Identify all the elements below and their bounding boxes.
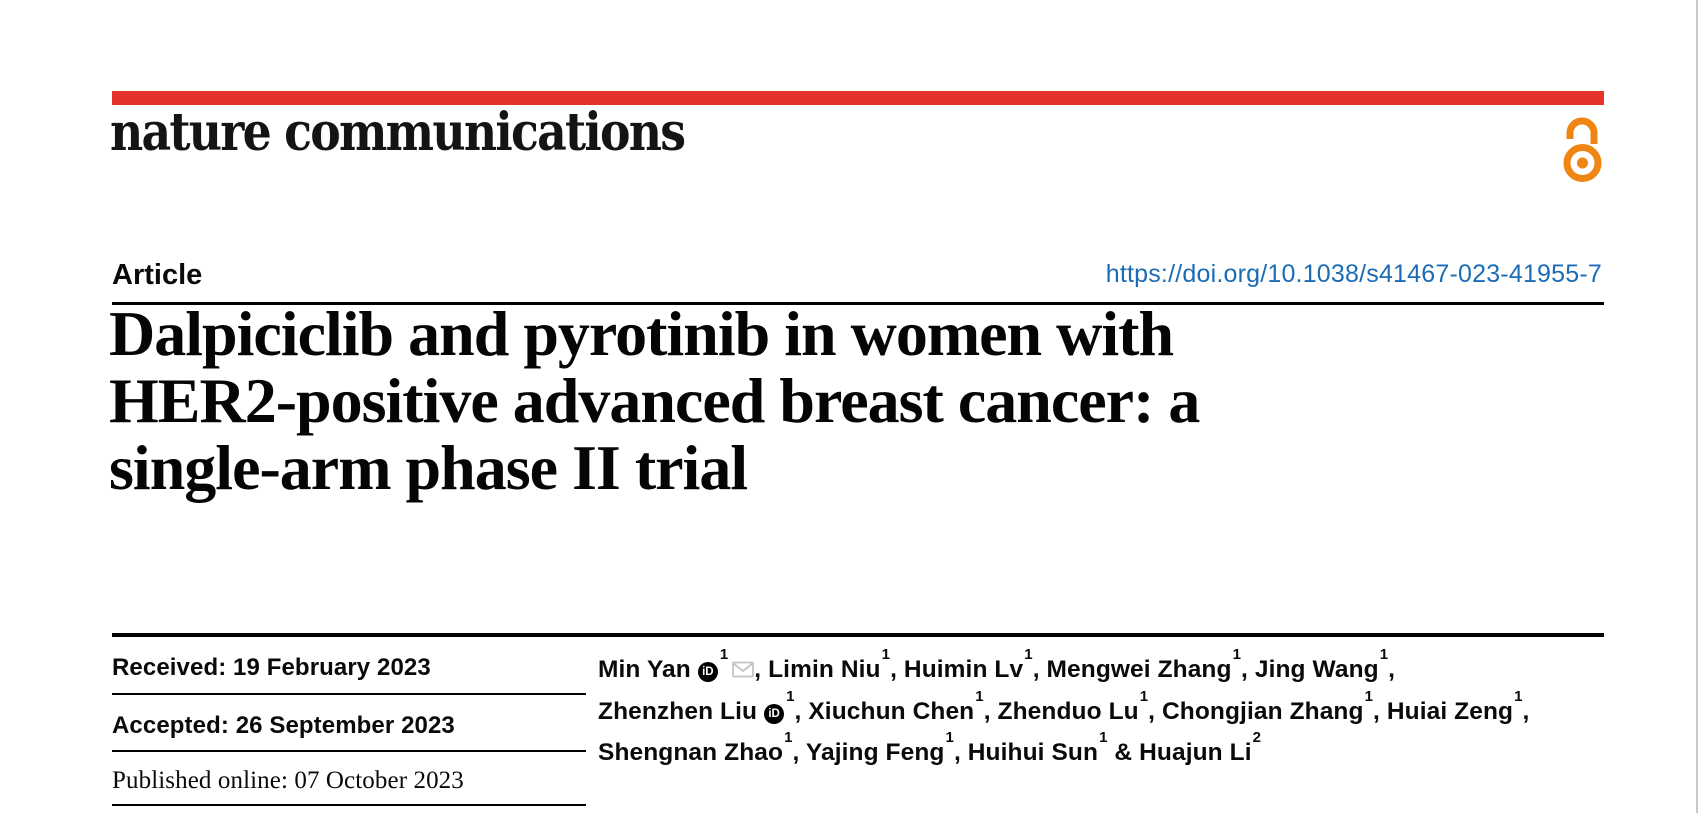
author-line: Min Yan iD1, Limin Niu1, Huimin Lv1, Meng… — [598, 646, 1618, 688]
author-affiliation-superscript: 1 — [1364, 687, 1374, 705]
author-separator: , — [1373, 697, 1387, 725]
author-affiliation-superscript: 1 — [719, 646, 729, 663]
author-line: Zhenzhen Liu iD1, Xiuchun Chen1, Zhenduo … — [598, 688, 1618, 730]
author-affiliation-superscript: 1 — [784, 729, 793, 747]
author-affiliation-superscript: 1 — [945, 729, 954, 747]
author-separator: , — [1148, 697, 1162, 725]
header-rule — [112, 302, 1604, 305]
author-name: Huihui Sun — [967, 739, 1099, 767]
author-separator: , — [792, 739, 806, 767]
author-name: Mengwei Zhang — [1046, 656, 1232, 684]
author-affiliation-superscript: 1 — [1139, 687, 1149, 705]
title-line: Dalpiciclib and pyrotinib in women with — [109, 298, 1174, 369]
author-list: Min Yan iD1, Limin Niu1, Huimin Lv1, Meng… — [598, 646, 1618, 771]
author-separator: & — [1107, 739, 1140, 767]
author-name: Huajun Li — [1139, 739, 1252, 767]
author-name: Huimin Lv — [903, 656, 1024, 684]
journal-logo: nature communications — [110, 102, 686, 163]
author-separator: , — [1522, 697, 1530, 725]
author-name: Yajing Feng — [805, 739, 945, 767]
author-affiliation-superscript: 1 — [1024, 646, 1033, 663]
author-affiliation-superscript: 1 — [975, 687, 984, 705]
author-name: Zhenduo Lu — [997, 697, 1139, 725]
orcid-icon[interactable]: iD — [764, 703, 785, 724]
author-affiliation-superscript: 1 — [1232, 646, 1242, 663]
email-envelope-icon[interactable] — [732, 661, 755, 678]
author-name: Limin Niu — [768, 656, 881, 684]
author-affiliation-superscript: 1 — [786, 687, 795, 705]
author-name: Shengnan Zhao — [598, 739, 784, 767]
article-type-label: Article — [112, 259, 203, 291]
author-affiliation-superscript: 1 — [1379, 646, 1389, 663]
author-separator: , — [890, 656, 904, 684]
author-name: Xiuchun Chen — [808, 697, 975, 725]
doi-link[interactable]: https://doi.org/10.1038/s41467-023-41955… — [1105, 260, 1602, 288]
author-affiliation-superscript: 1 — [1514, 687, 1523, 705]
article-title: Dalpiciclib and pyrotinib in women with H… — [109, 300, 1509, 501]
author-affiliation-superscript: 2 — [1252, 729, 1262, 747]
title-line: single-arm phase II trial — [109, 432, 748, 503]
author-name: Huiai Zeng — [1386, 697, 1514, 725]
author-separator: , — [794, 697, 809, 725]
published-date: Published online: 07 October 2023 — [112, 767, 464, 794]
author-separator: , — [983, 697, 998, 725]
dates-rule-2 — [112, 750, 586, 752]
masthead-red-bar — [112, 91, 1604, 105]
accepted-date: Accepted: 26 September 2023 — [112, 712, 455, 739]
author-separator: , — [953, 739, 968, 767]
page-edge-line — [1696, 0, 1698, 813]
author-name: Zhenzhen Liu — [598, 697, 758, 725]
author-affiliation-superscript: 1 — [1099, 729, 1108, 747]
dates-rule-3 — [112, 804, 586, 806]
received-date: Received: 19 February 2023 — [112, 654, 431, 681]
author-name: Chongjian Zhang — [1162, 697, 1364, 725]
authors-divider-rule — [112, 633, 1604, 637]
dates-rule-1 — [112, 693, 586, 695]
author-line: Shengnan Zhao1, Yajing Feng1, Huihui Sun… — [598, 729, 1618, 771]
author-separator: , — [1388, 656, 1396, 684]
author-name: Min Yan — [598, 656, 691, 684]
author-affiliation-superscript: 1 — [881, 646, 891, 663]
author-separator: , — [1241, 656, 1255, 684]
open-access-icon[interactable] — [1558, 111, 1604, 187]
author-name: Jing Wang — [1254, 656, 1379, 684]
author-separator: , — [1032, 656, 1047, 684]
author-separator: , — [754, 656, 769, 684]
orcid-icon[interactable]: iD — [697, 662, 718, 683]
title-line: HER2-positive advanced breast cancer: a — [109, 365, 1200, 436]
